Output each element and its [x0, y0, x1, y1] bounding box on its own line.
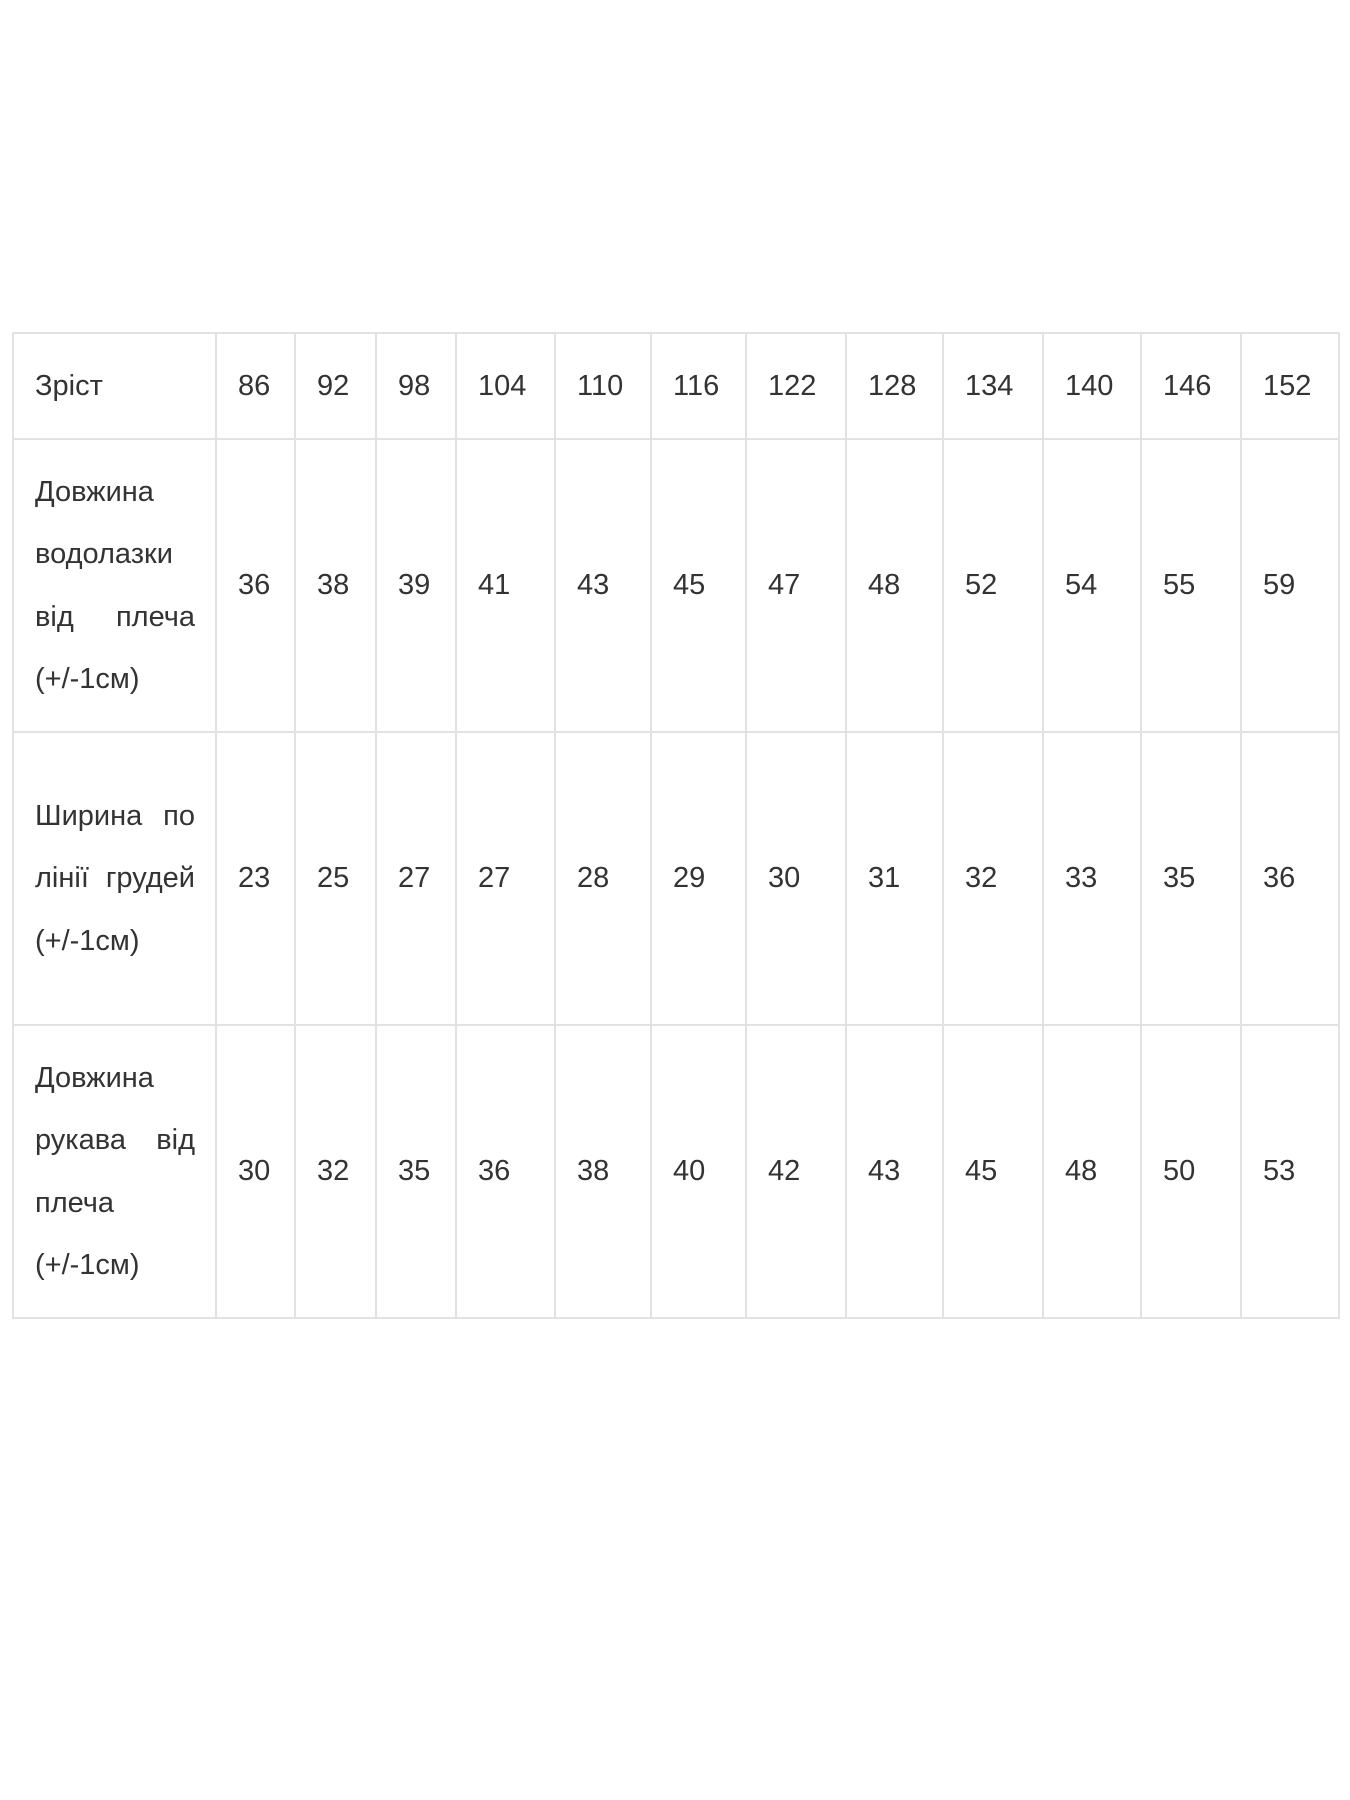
row-label-cell: Довжина водолазки від плеча (+/-1см)	[12, 438, 217, 733]
value-cell: 39	[375, 438, 457, 733]
size-header-cell: 134	[942, 332, 1044, 440]
value-cell: 55	[1140, 438, 1242, 733]
value-cell: 38	[294, 438, 377, 733]
row-label-cell: Довжина рукава від плеча (+/-1см)	[12, 1024, 217, 1319]
value-cell: 50	[1140, 1024, 1242, 1319]
value-cell: 43	[845, 1024, 944, 1319]
value-cell: 53	[1240, 1024, 1340, 1319]
value-cell: 45	[942, 1024, 1044, 1319]
value-cell: 36	[215, 438, 296, 733]
value-cell: 31	[845, 731, 944, 1026]
value-cell: 36	[1240, 731, 1340, 1026]
value-cell: 35	[375, 1024, 457, 1319]
value-cell: 54	[1042, 438, 1142, 733]
value-cell: 32	[294, 1024, 377, 1319]
value-cell: 35	[1140, 731, 1242, 1026]
value-cell: 45	[650, 438, 747, 733]
size-header-cell: 152	[1240, 332, 1340, 440]
table-row: Довжина рукава від плеча (+/-1см) 30 32 35 3…	[12, 1024, 1340, 1319]
value-cell: 47	[745, 438, 847, 733]
value-cell: 25	[294, 731, 377, 1026]
value-cell: 40	[650, 1024, 747, 1319]
value-cell: 36	[455, 1024, 556, 1319]
value-cell: 30	[215, 1024, 296, 1319]
header-label-cell: Зріст	[12, 332, 217, 440]
size-header-cell: 98	[375, 332, 457, 440]
value-cell: 29	[650, 731, 747, 1026]
value-cell: 27	[455, 731, 556, 1026]
value-cell: 23	[215, 731, 296, 1026]
size-header-cell: 86	[215, 332, 296, 440]
value-cell: 38	[554, 1024, 652, 1319]
size-header-cell: 128	[845, 332, 944, 440]
value-cell: 33	[1042, 731, 1142, 1026]
value-cell: 30	[745, 731, 847, 1026]
value-cell: 32	[942, 731, 1044, 1026]
size-header-cell: 116	[650, 332, 747, 440]
value-cell: 59	[1240, 438, 1340, 733]
value-cell: 41	[455, 438, 556, 733]
size-header-cell: 146	[1140, 332, 1242, 440]
value-cell: 48	[845, 438, 944, 733]
table-row: Довжина водолазки від плеча (+/-1см) 36 38…	[12, 438, 1340, 733]
value-cell: 42	[745, 1024, 847, 1319]
size-header-cell: 104	[455, 332, 556, 440]
size-chart-table: Зріст 86 92 98 104 110 116 122 128 134 140 146 152 До…	[12, 332, 1340, 1319]
value-cell: 27	[375, 731, 457, 1026]
value-cell: 52	[942, 438, 1044, 733]
row-label-cell: Ширина по лінії грудей (+/-1см)	[12, 731, 217, 1026]
header-row: Зріст 86 92 98 104 110 116 122 128 134 140 146 152	[12, 332, 1340, 440]
size-header-cell: 92	[294, 332, 377, 440]
size-header-cell: 140	[1042, 332, 1142, 440]
table-row: Ширина по лінії грудей (+/-1см) 23 25 27 27 2…	[12, 731, 1340, 1026]
size-header-cell: 110	[554, 332, 652, 440]
size-header-cell: 122	[745, 332, 847, 440]
value-cell: 43	[554, 438, 652, 733]
value-cell: 48	[1042, 1024, 1142, 1319]
value-cell: 28	[554, 731, 652, 1026]
